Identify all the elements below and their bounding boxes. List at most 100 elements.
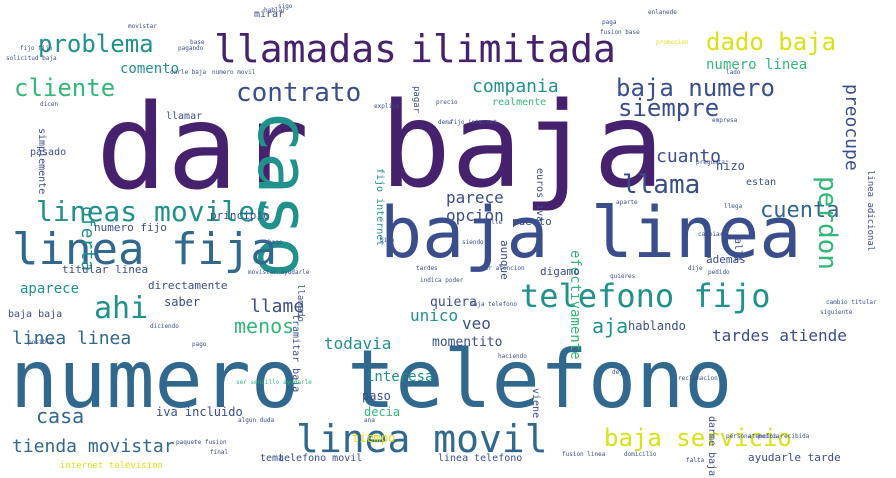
cloud-word: telefono fijo: [520, 277, 771, 315]
cloud-word: tardes: [416, 265, 438, 272]
cloud-word: digamo: [540, 265, 580, 278]
cloud-word: interesa: [366, 369, 434, 385]
cloud-word: posible: [28, 339, 54, 346]
cloud-word: domicilio: [624, 451, 657, 458]
cloud-word: ser sencillo ayudarle: [236, 379, 312, 386]
cloud-word: movistar: [128, 23, 157, 30]
cloud-word: dar: [96, 78, 310, 216]
cloud-word: preocupe: [841, 84, 862, 171]
cloud-word: ayudarle tarde: [748, 451, 841, 464]
cloud-word: linea movil: [296, 417, 548, 461]
cloud-word: sigo: [278, 3, 293, 10]
cloud-word: calle: [484, 219, 503, 226]
cloud-word: estan: [746, 177, 777, 188]
cloud-word: fusion linea: [562, 451, 606, 458]
cloud-word: aparte: [616, 199, 638, 206]
cloud-word: alli: [732, 238, 743, 263]
cloud-word: contrato: [236, 78, 362, 108]
cloud-word: hablar: [264, 7, 286, 14]
cloud-word: simplemente: [36, 128, 47, 195]
cloud-word: saber atencion: [474, 265, 525, 272]
cloud-word: baja telefono: [470, 301, 517, 308]
cloud-word: numero linea: [706, 57, 808, 73]
cloud-word: linea telefono: [438, 453, 523, 464]
cloud-word: explico: [374, 103, 400, 110]
cloud-word: perdon: [812, 176, 842, 270]
cloud-word: cuenta: [760, 198, 840, 223]
cloud-word: pagar: [411, 86, 421, 114]
cloud-word: darme baja: [706, 415, 717, 476]
cloud-word: dicen: [40, 101, 59, 108]
cloud-word: internet television: [60, 461, 163, 471]
cloud-word: pedido: [708, 269, 730, 276]
cloud-word: algun duda: [238, 417, 275, 424]
cloud-word: lineas moviles: [36, 195, 273, 228]
cloud-word: indica poder: [420, 277, 464, 284]
cloud-word: hizo: [716, 159, 745, 173]
cloud-word: veo: [462, 314, 491, 333]
cloud-word: llamar: [166, 111, 203, 122]
cloud-word: menos: [234, 314, 295, 338]
cloud-word: problema: [38, 30, 154, 58]
cloud-word: paquete fusion: [176, 439, 227, 446]
cloud-word: precio: [436, 99, 458, 106]
cloud-word: unico: [410, 306, 459, 325]
cloud-word: llamadas: [214, 27, 398, 71]
cloud-word: viene: [530, 388, 541, 419]
cloud-word: empresa: [712, 117, 738, 124]
cloud-word: fijo internet: [450, 119, 497, 126]
cloud-word: fijo internet: [374, 168, 385, 247]
cloud-word: todavia: [324, 334, 392, 353]
cloud-word: realmente: [492, 97, 547, 108]
cloud-word: pagando: [178, 45, 204, 52]
cloud-word: dema: [438, 119, 453, 126]
cloud-word: llama: [622, 170, 701, 200]
cloud-word: siendo: [462, 239, 484, 246]
cloud-word: numero telefono: [10, 333, 733, 426]
cloud-word: casa: [36, 404, 85, 428]
cloud-word: quieres: [610, 273, 636, 280]
cloud-word: persona: [726, 433, 752, 440]
cloud-word: fijo fijo: [20, 45, 53, 52]
cloud-word: reclamacion: [678, 375, 718, 382]
cloud-word: ana: [364, 417, 375, 424]
cloud-word: numero movil: [212, 69, 256, 76]
cloud-word: base: [190, 39, 205, 46]
cloud-word: llame: [250, 296, 305, 317]
cloud-word: paga: [602, 19, 617, 26]
cloud-word: ademas: [706, 253, 746, 266]
cloud-word: mirar: [254, 9, 285, 20]
cloud-word: pregunta: [696, 159, 725, 166]
cloud-word: baja baja: [8, 309, 63, 320]
cloud-word: pago: [192, 341, 207, 348]
cloud-word: aunque: [498, 240, 511, 280]
cloud-word: siempre: [618, 94, 720, 122]
cloud-word: ilimitada: [410, 27, 616, 71]
cloud-word: darle baja: [170, 69, 207, 76]
cloud-word: final: [210, 449, 229, 456]
cloud-word: linea linea: [12, 328, 132, 349]
cloud-word: numero fijo: [94, 221, 167, 234]
cloud-word: tiempo: [352, 431, 396, 445]
cloud-word: directamente: [148, 279, 228, 292]
cloud-word: oferta: [77, 206, 98, 272]
cloud-word: decia: [364, 405, 401, 419]
cloud-word: falta: [686, 457, 705, 464]
cloud-word: euros iva: [534, 168, 545, 223]
cloud-word: telefono movil: [278, 453, 363, 464]
cloud-word: dado baja: [706, 28, 837, 56]
cloud-word: tardes atiende: [712, 326, 847, 345]
cloud-word: atencion recibida: [748, 433, 810, 440]
cloud-word: cambiar: [698, 231, 724, 238]
cloud-word: momentito: [432, 335, 503, 350]
cloud-word: solicitud baja: [6, 55, 57, 62]
cloud-word: linea fija: [12, 224, 277, 275]
cloud-word: compania: [472, 76, 559, 97]
cloud-word: enlanede: [648, 9, 677, 16]
cloud-word: deja: [612, 369, 627, 376]
cloud-word: aparece: [20, 281, 80, 297]
cloud-word: llega: [724, 203, 743, 210]
cloud-word: hago: [268, 239, 283, 246]
cloud-word: parece: [446, 188, 504, 207]
